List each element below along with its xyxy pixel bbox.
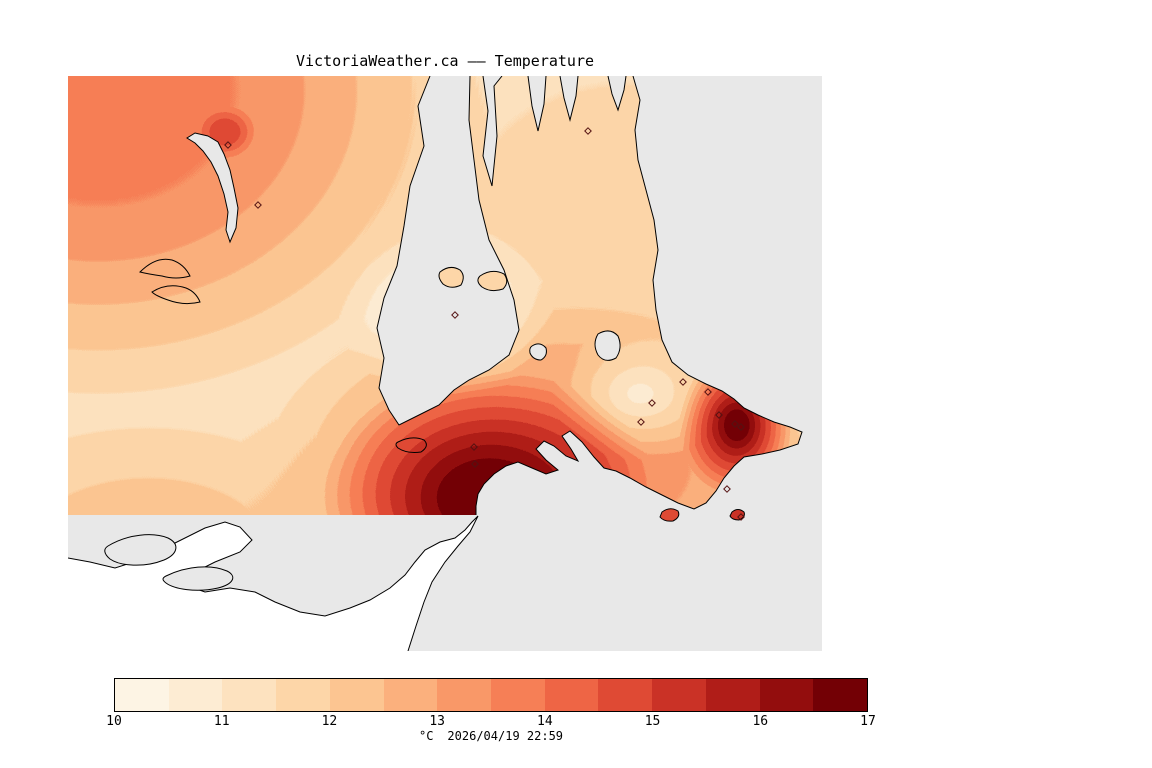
lagoon-2 <box>162 566 234 591</box>
north-shore-notch-1 <box>482 75 503 187</box>
station-marker <box>451 311 459 319</box>
station-marker <box>737 513 745 521</box>
saanich-inlet-coast <box>376 75 520 426</box>
timestamp: 2026/04/19 22:59 <box>447 729 564 743</box>
colorbar-segment <box>276 679 330 711</box>
colorbar-segment <box>329 679 384 711</box>
colorbar-segment <box>115 679 169 711</box>
coastlines <box>376 75 803 515</box>
station-marker <box>648 399 656 407</box>
channel-island-1 <box>438 266 464 288</box>
station-marker <box>584 127 592 135</box>
map-svg <box>67 75 822 652</box>
southern-land <box>67 515 479 652</box>
colorbar-tick-label: 10 <box>106 714 122 729</box>
channel-island-2 <box>477 270 508 292</box>
small-island-hotspot <box>395 437 427 453</box>
offshore-islet-2 <box>729 509 745 521</box>
station-marker <box>731 420 739 428</box>
station-marker <box>723 485 731 493</box>
colorbar-tick-label: 11 <box>213 714 230 729</box>
southern-coastline <box>67 515 479 652</box>
station-marker <box>470 443 478 451</box>
colorbar <box>114 678 868 712</box>
colorbar-tick-label: 17 <box>860 714 876 729</box>
colorbar-tick-label: 12 <box>321 714 338 729</box>
lagoon-1 <box>104 534 177 566</box>
colorbar-segment <box>652 679 706 711</box>
colorbar-tick-label: 16 <box>752 714 769 729</box>
colorbar-tick-label: 15 <box>644 714 661 729</box>
north-shore-notch-4 <box>607 75 627 112</box>
station-marker <box>254 201 262 209</box>
temperature-map <box>67 75 822 652</box>
colorbar-tick-label: 13 <box>429 714 445 729</box>
colorbar-segment <box>222 679 277 711</box>
station-marker <box>224 141 232 149</box>
narrow-inlet <box>186 132 239 244</box>
colorbar-segment <box>383 679 438 711</box>
colorbar-caption: °C 2026/04/19 22:59 <box>114 729 868 743</box>
station-marker <box>704 388 712 396</box>
station-markers <box>224 127 745 521</box>
station-marker <box>715 411 723 419</box>
colorbar-segment <box>705 679 760 711</box>
colorbar-segment <box>168 679 223 711</box>
station-marker <box>471 460 479 468</box>
thin-island-2 <box>151 285 201 305</box>
colorbar-segment <box>598 679 653 711</box>
unit-label: °C <box>418 729 434 743</box>
colorbar-tick-label: 14 <box>537 714 553 729</box>
north-shore-notch-3 <box>559 75 579 122</box>
colorbar-segment <box>491 679 545 711</box>
north-shore-notch-2 <box>527 75 547 132</box>
lake-2 <box>529 343 547 361</box>
inland-features <box>139 132 745 522</box>
colorbar-ticks: 10 11 12 13 14 15 16 17 <box>106 714 876 730</box>
colorbar-segment <box>759 679 814 711</box>
colorbar-segment <box>544 679 599 711</box>
station-marker <box>737 423 745 431</box>
east-south-coast <box>475 75 803 515</box>
colorbar-segment <box>437 679 492 711</box>
lake-1 <box>594 330 621 361</box>
station-marker <box>637 418 645 426</box>
colorbar-segment <box>813 679 868 711</box>
page-title: VictoriaWeather.ca –– Temperature <box>295 52 594 70</box>
station-marker <box>679 378 687 386</box>
offshore-islet-1 <box>659 508 680 522</box>
thin-island-1 <box>139 258 191 279</box>
